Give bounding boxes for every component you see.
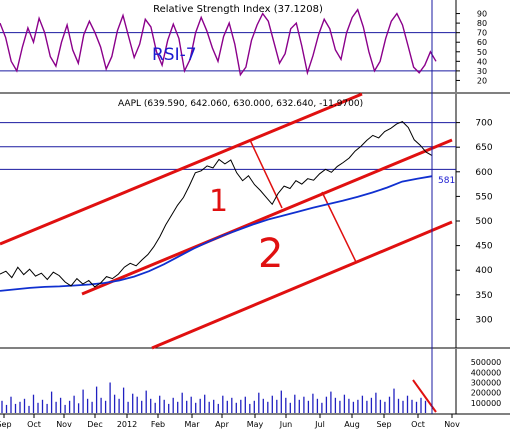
volume-ytick-label: 500000 bbox=[471, 358, 502, 367]
price-ytick-label: 400 bbox=[475, 266, 492, 276]
x-tick-label: Oct bbox=[27, 420, 41, 429]
price-title: AAPL (639.590, 642.060, 630.000, 632.640… bbox=[118, 99, 363, 109]
volume-ytick-label: 100000 bbox=[471, 399, 502, 408]
x-axis: Sep Oct Nov Dec 2012 Feb Mar Apr May Jun Jul Aug Sep… bbox=[0, 413, 510, 429]
annotation-2: 2 bbox=[258, 231, 283, 277]
x-tick-label: Jul bbox=[314, 420, 325, 429]
x-tick-label: Mar bbox=[184, 420, 200, 429]
rsi-title: Relative Strength Index (37.1208) bbox=[153, 4, 323, 15]
price-ytick-label: 300 bbox=[475, 315, 492, 325]
aapl-price-line bbox=[0, 121, 433, 288]
x-tick-label: Jun bbox=[279, 420, 293, 429]
rsi-ytick-label: 40 bbox=[477, 57, 487, 66]
x-tick-label: 2012 bbox=[117, 420, 137, 429]
rsi-ytick-label: 70 bbox=[477, 29, 487, 38]
rsi-ytick-label: 90 bbox=[477, 10, 487, 19]
rsi-ytick-label: 20 bbox=[477, 76, 487, 85]
x-tick-label: Oct bbox=[411, 420, 425, 429]
x-tick-label: Nov bbox=[56, 420, 72, 429]
moving-average-line bbox=[0, 175, 433, 292]
price-ytick-label: 650 bbox=[475, 143, 492, 153]
x-tick-label: Nov bbox=[444, 420, 460, 429]
price-ytick-label: 700 bbox=[475, 119, 492, 129]
rsi-ytick-label: 60 bbox=[477, 38, 487, 47]
price-ytick-label: 350 bbox=[475, 291, 492, 301]
rsi-series-line bbox=[0, 8, 437, 77]
price-ytick-label: 600 bbox=[475, 168, 492, 178]
channel-line bbox=[151, 220, 453, 350]
volume-ytick-label: 300000 bbox=[471, 379, 502, 388]
x-tick-label: Sep bbox=[0, 420, 12, 429]
annotation-581: 581 bbox=[438, 176, 455, 186]
x-tick-label: Aug bbox=[344, 420, 360, 429]
x-tick-label: Apr bbox=[215, 420, 230, 429]
x-tick-label: Sep bbox=[376, 420, 391, 429]
rsi-ytick-label: 80 bbox=[477, 19, 487, 28]
price-ytick-label: 450 bbox=[475, 242, 492, 252]
volume-ytick-label: 200000 bbox=[471, 389, 502, 398]
price-ytick-label: 500 bbox=[475, 217, 492, 227]
annotation-1: 1 bbox=[209, 184, 228, 219]
channel-line bbox=[0, 92, 363, 246]
volume-ytick-label: 400000 bbox=[471, 368, 502, 377]
x-tick-label: Feb bbox=[151, 420, 165, 429]
rsi-ytick-label: 30 bbox=[477, 67, 487, 76]
channel-line bbox=[81, 138, 453, 296]
price-panel: 700 650 600 550 500 450 400 350 300 AAPL (639.59… bbox=[0, 92, 510, 350]
rsi-label: RSI-7 bbox=[152, 45, 197, 65]
x-tick-label: Dec bbox=[87, 420, 102, 429]
rsi-ytick-label: 50 bbox=[477, 48, 487, 57]
price-ytick-label: 550 bbox=[475, 192, 492, 202]
x-tick-label: May bbox=[247, 420, 264, 429]
